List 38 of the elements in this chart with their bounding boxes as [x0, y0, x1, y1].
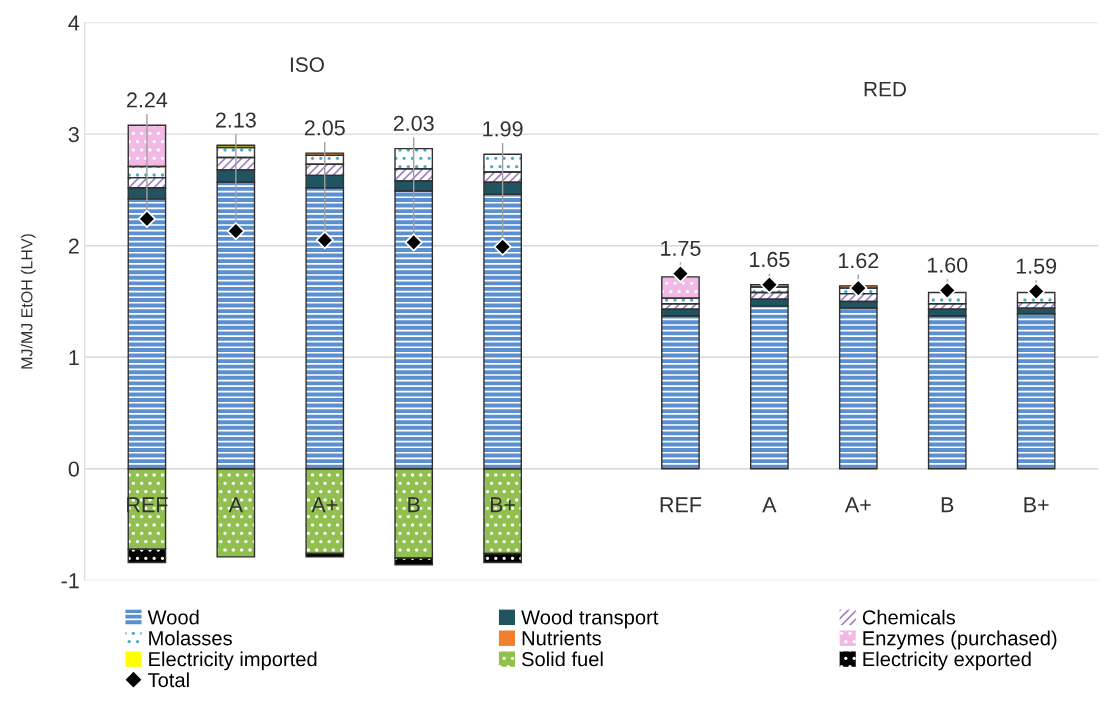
annotation: ISO — [290, 57, 324, 73]
legend-label: Solid fuel — [521, 651, 603, 667]
x-tick-label: REF — [660, 497, 702, 513]
data-label: 2.03 — [393, 115, 434, 131]
data-label: 1.60 — [927, 257, 968, 273]
x-tick-label: A — [228, 497, 243, 513]
y-tick-label: -1 — [61, 573, 79, 589]
x-tick-label: B — [941, 497, 954, 513]
y-tick-label: 4 — [68, 15, 80, 31]
data-label: 1.59 — [1016, 258, 1057, 274]
legend-label: Wood transport — [521, 609, 659, 629]
legend-label: Wood — [147, 609, 199, 625]
data-label: 1.65 — [750, 251, 790, 268]
x-tick-label: A — [762, 497, 777, 513]
data-label: 1.99 — [483, 121, 523, 137]
legend-label: Molasses — [149, 630, 232, 646]
legend-label: Total — [148, 672, 189, 688]
x-tick-label: B+ — [1024, 497, 1049, 513]
legend-label: Chemicals — [862, 609, 956, 625]
y-tick-label: 0 — [68, 461, 79, 477]
data-label: 1.75 — [661, 240, 701, 256]
x-tick-label: A+ — [311, 497, 338, 513]
y-axis-title: MJ/MJ EtOH (LHV) — [20, 234, 36, 369]
legend-label: Electricity imported — [149, 651, 317, 671]
y-tick-label: 2 — [68, 238, 79, 254]
data-label: 2.24 — [127, 92, 168, 108]
legend-label: Electricity exported — [863, 651, 1031, 671]
x-tick-label: A+ — [844, 497, 871, 513]
y-tick-label: 1 — [69, 350, 79, 366]
legend-label: Nutrients — [522, 630, 601, 646]
x-tick-label: B+ — [490, 497, 516, 513]
legend-label: Enzymes (purchased) — [863, 630, 1057, 650]
data-label: 2.05 — [304, 120, 345, 136]
data-label: 2.13 — [215, 112, 256, 128]
data-label: 1.62 — [839, 252, 879, 269]
x-tick-label: B — [408, 497, 420, 513]
annotation: RED — [864, 82, 906, 97]
y-tick-label: 3 — [68, 126, 79, 143]
